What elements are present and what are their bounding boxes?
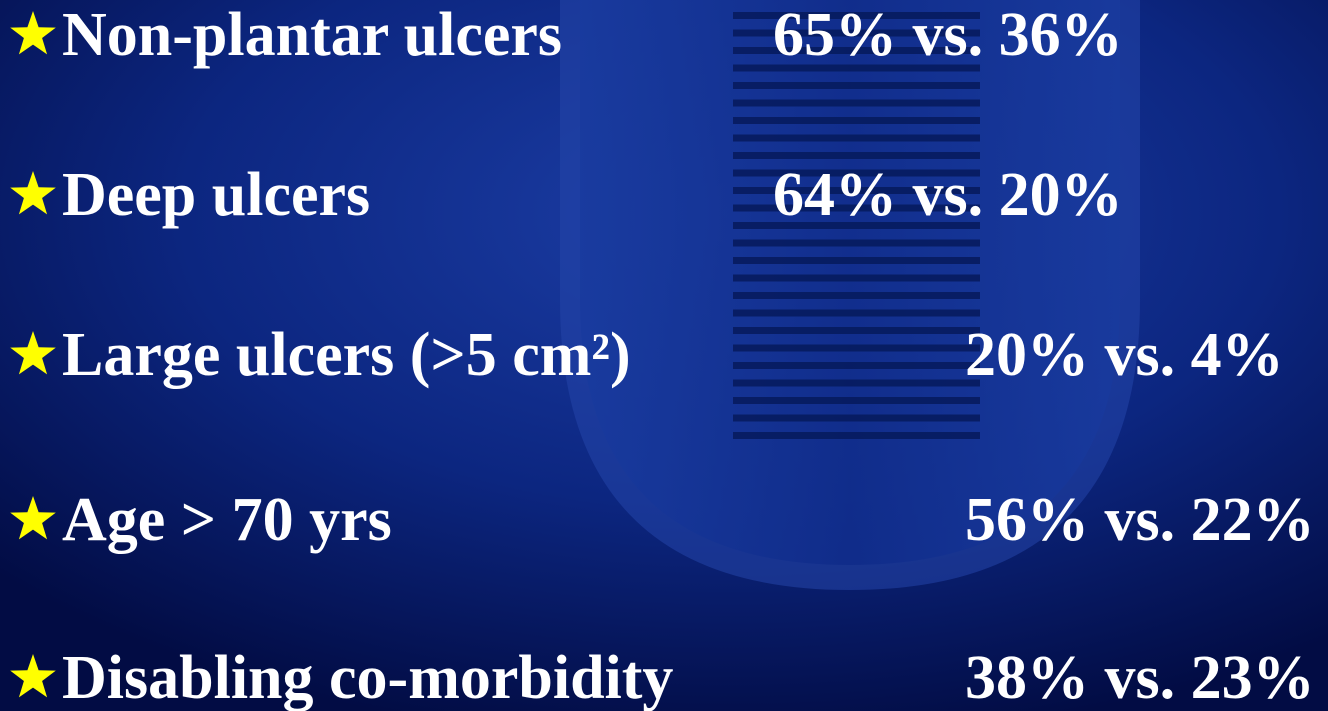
stripe xyxy=(733,239,980,247)
stripe xyxy=(733,12,980,19)
stripe xyxy=(733,134,980,142)
item-label: Disabling co-morbidity xyxy=(62,644,673,711)
star-bullet xyxy=(10,654,56,698)
star-bullet xyxy=(10,331,56,375)
item-label: Non-plantar ulcers xyxy=(62,1,562,69)
stripe xyxy=(733,204,980,212)
stripe xyxy=(733,414,980,422)
item-value: 56% vs. 22% xyxy=(965,486,1315,554)
item-label: Age > 70 yrs xyxy=(62,486,392,554)
stripe xyxy=(733,64,980,72)
star-bullet xyxy=(10,171,56,215)
star-bullet xyxy=(10,11,56,55)
stripe xyxy=(733,292,980,299)
item-value: 20% vs. 4% xyxy=(965,321,1284,389)
stripe xyxy=(733,82,980,89)
rows: Non-plantar ulcers 65% vs. 36% Deep ulcers… xyxy=(62,1,1315,711)
star-bullet xyxy=(10,496,56,540)
stripe xyxy=(733,344,980,352)
stripe xyxy=(733,222,980,229)
stripe xyxy=(733,309,980,317)
stripe xyxy=(733,327,980,334)
stripe xyxy=(733,432,980,439)
item-label: Large ulcers (>5 cm²) xyxy=(62,321,631,389)
stripe xyxy=(733,187,980,194)
u-shape xyxy=(580,0,1120,565)
stripe xyxy=(733,379,980,387)
bullets xyxy=(10,11,56,698)
stripes xyxy=(733,12,980,439)
stripe xyxy=(733,169,980,177)
stripe xyxy=(733,29,980,37)
item-value: 65% vs. 36% xyxy=(773,1,1123,69)
stripe xyxy=(733,47,980,54)
item-label: Deep ulcers xyxy=(62,161,370,229)
stripe xyxy=(733,362,980,369)
stripe xyxy=(733,274,980,282)
item-value: 64% vs. 20% xyxy=(773,161,1123,229)
stripe xyxy=(733,117,980,124)
item-value: 38% vs. 23% xyxy=(965,644,1315,711)
stripe xyxy=(733,152,980,159)
stripe xyxy=(733,99,980,107)
stripe xyxy=(733,257,980,264)
stripe xyxy=(733,397,980,404)
